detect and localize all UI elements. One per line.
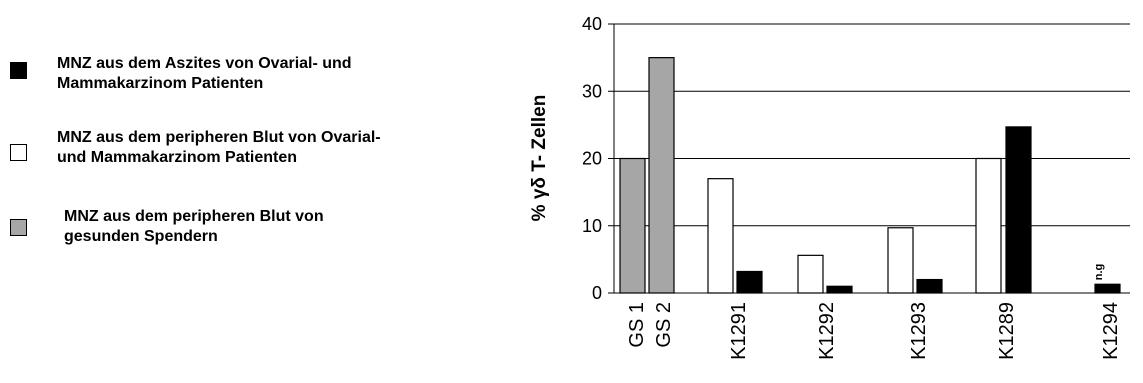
- legend-swatch-healthy: [10, 219, 27, 236]
- x-tick-label: K1294: [1100, 302, 1122, 360]
- x-tick-label: GS 2: [653, 302, 675, 348]
- legend-swatch-blood: [10, 144, 27, 161]
- legend-label-healthy: MNZ aus dem peripheren Blut von gesunden…: [64, 207, 494, 247]
- bar-k1292-blood: [797, 254, 824, 294]
- bar-gs2-healthy: [648, 57, 675, 294]
- x-tick-label: K1291: [728, 302, 750, 360]
- legend-label-line: MNZ aus dem peripheren Blut von Ovarial-: [57, 129, 381, 146]
- legend-label-line: gesunden Spendern: [64, 228, 218, 245]
- legend-label-line: MNZ aus dem peripheren Blut von: [64, 208, 324, 225]
- y-tick-label: 40: [582, 14, 602, 34]
- bar-gs1-healthy: [619, 157, 646, 294]
- y-tick-label: 10: [582, 216, 602, 236]
- bar-k1294-ascites: [1094, 283, 1121, 294]
- annotation-label: n.g: [1093, 264, 1105, 281]
- y-axis-title: % γδ T- Zellen: [529, 95, 550, 222]
- legend-label-blood: MNZ aus dem peripheren Blut von Ovarial-…: [57, 128, 487, 168]
- y-tick-label: 0: [592, 283, 602, 303]
- legend-item-healthy: [10, 212, 27, 236]
- bar-k1293-blood: [887, 227, 914, 294]
- x-tick-label: K1293: [908, 302, 930, 360]
- x-tick-label: K1289: [996, 302, 1018, 360]
- y-tick-label: 30: [582, 81, 602, 101]
- y-tick-label: 20: [582, 149, 602, 169]
- legend-label-line: MNZ aus dem Aszites von Ovarial- und: [57, 55, 352, 72]
- bar-k1289-blood: [975, 157, 1002, 294]
- x-tick-label: GS 1: [626, 302, 648, 348]
- legend-item-ascites: [10, 55, 27, 79]
- legend-item-blood: [10, 137, 27, 161]
- x-tick-label: K1292: [816, 302, 838, 360]
- bar-k1292-ascites: [826, 285, 853, 294]
- legend-label-ascites: MNZ aus dem Aszites von Ovarial- und Mam…: [57, 54, 487, 94]
- legend: MNZ aus dem Aszites von Ovarial- und Mam…: [0, 0, 520, 383]
- bar-k1291-blood: [707, 178, 734, 294]
- legend-label-line: und Mammakarzinom Patienten: [57, 149, 298, 166]
- bar-k1289-ascites: [1005, 126, 1032, 294]
- bar-k1291-ascites: [736, 270, 763, 294]
- legend-label-line: Mammakarzinom Patienten: [57, 75, 264, 92]
- bar-k1293-ascites: [916, 278, 943, 294]
- legend-swatch-ascites: [10, 62, 27, 79]
